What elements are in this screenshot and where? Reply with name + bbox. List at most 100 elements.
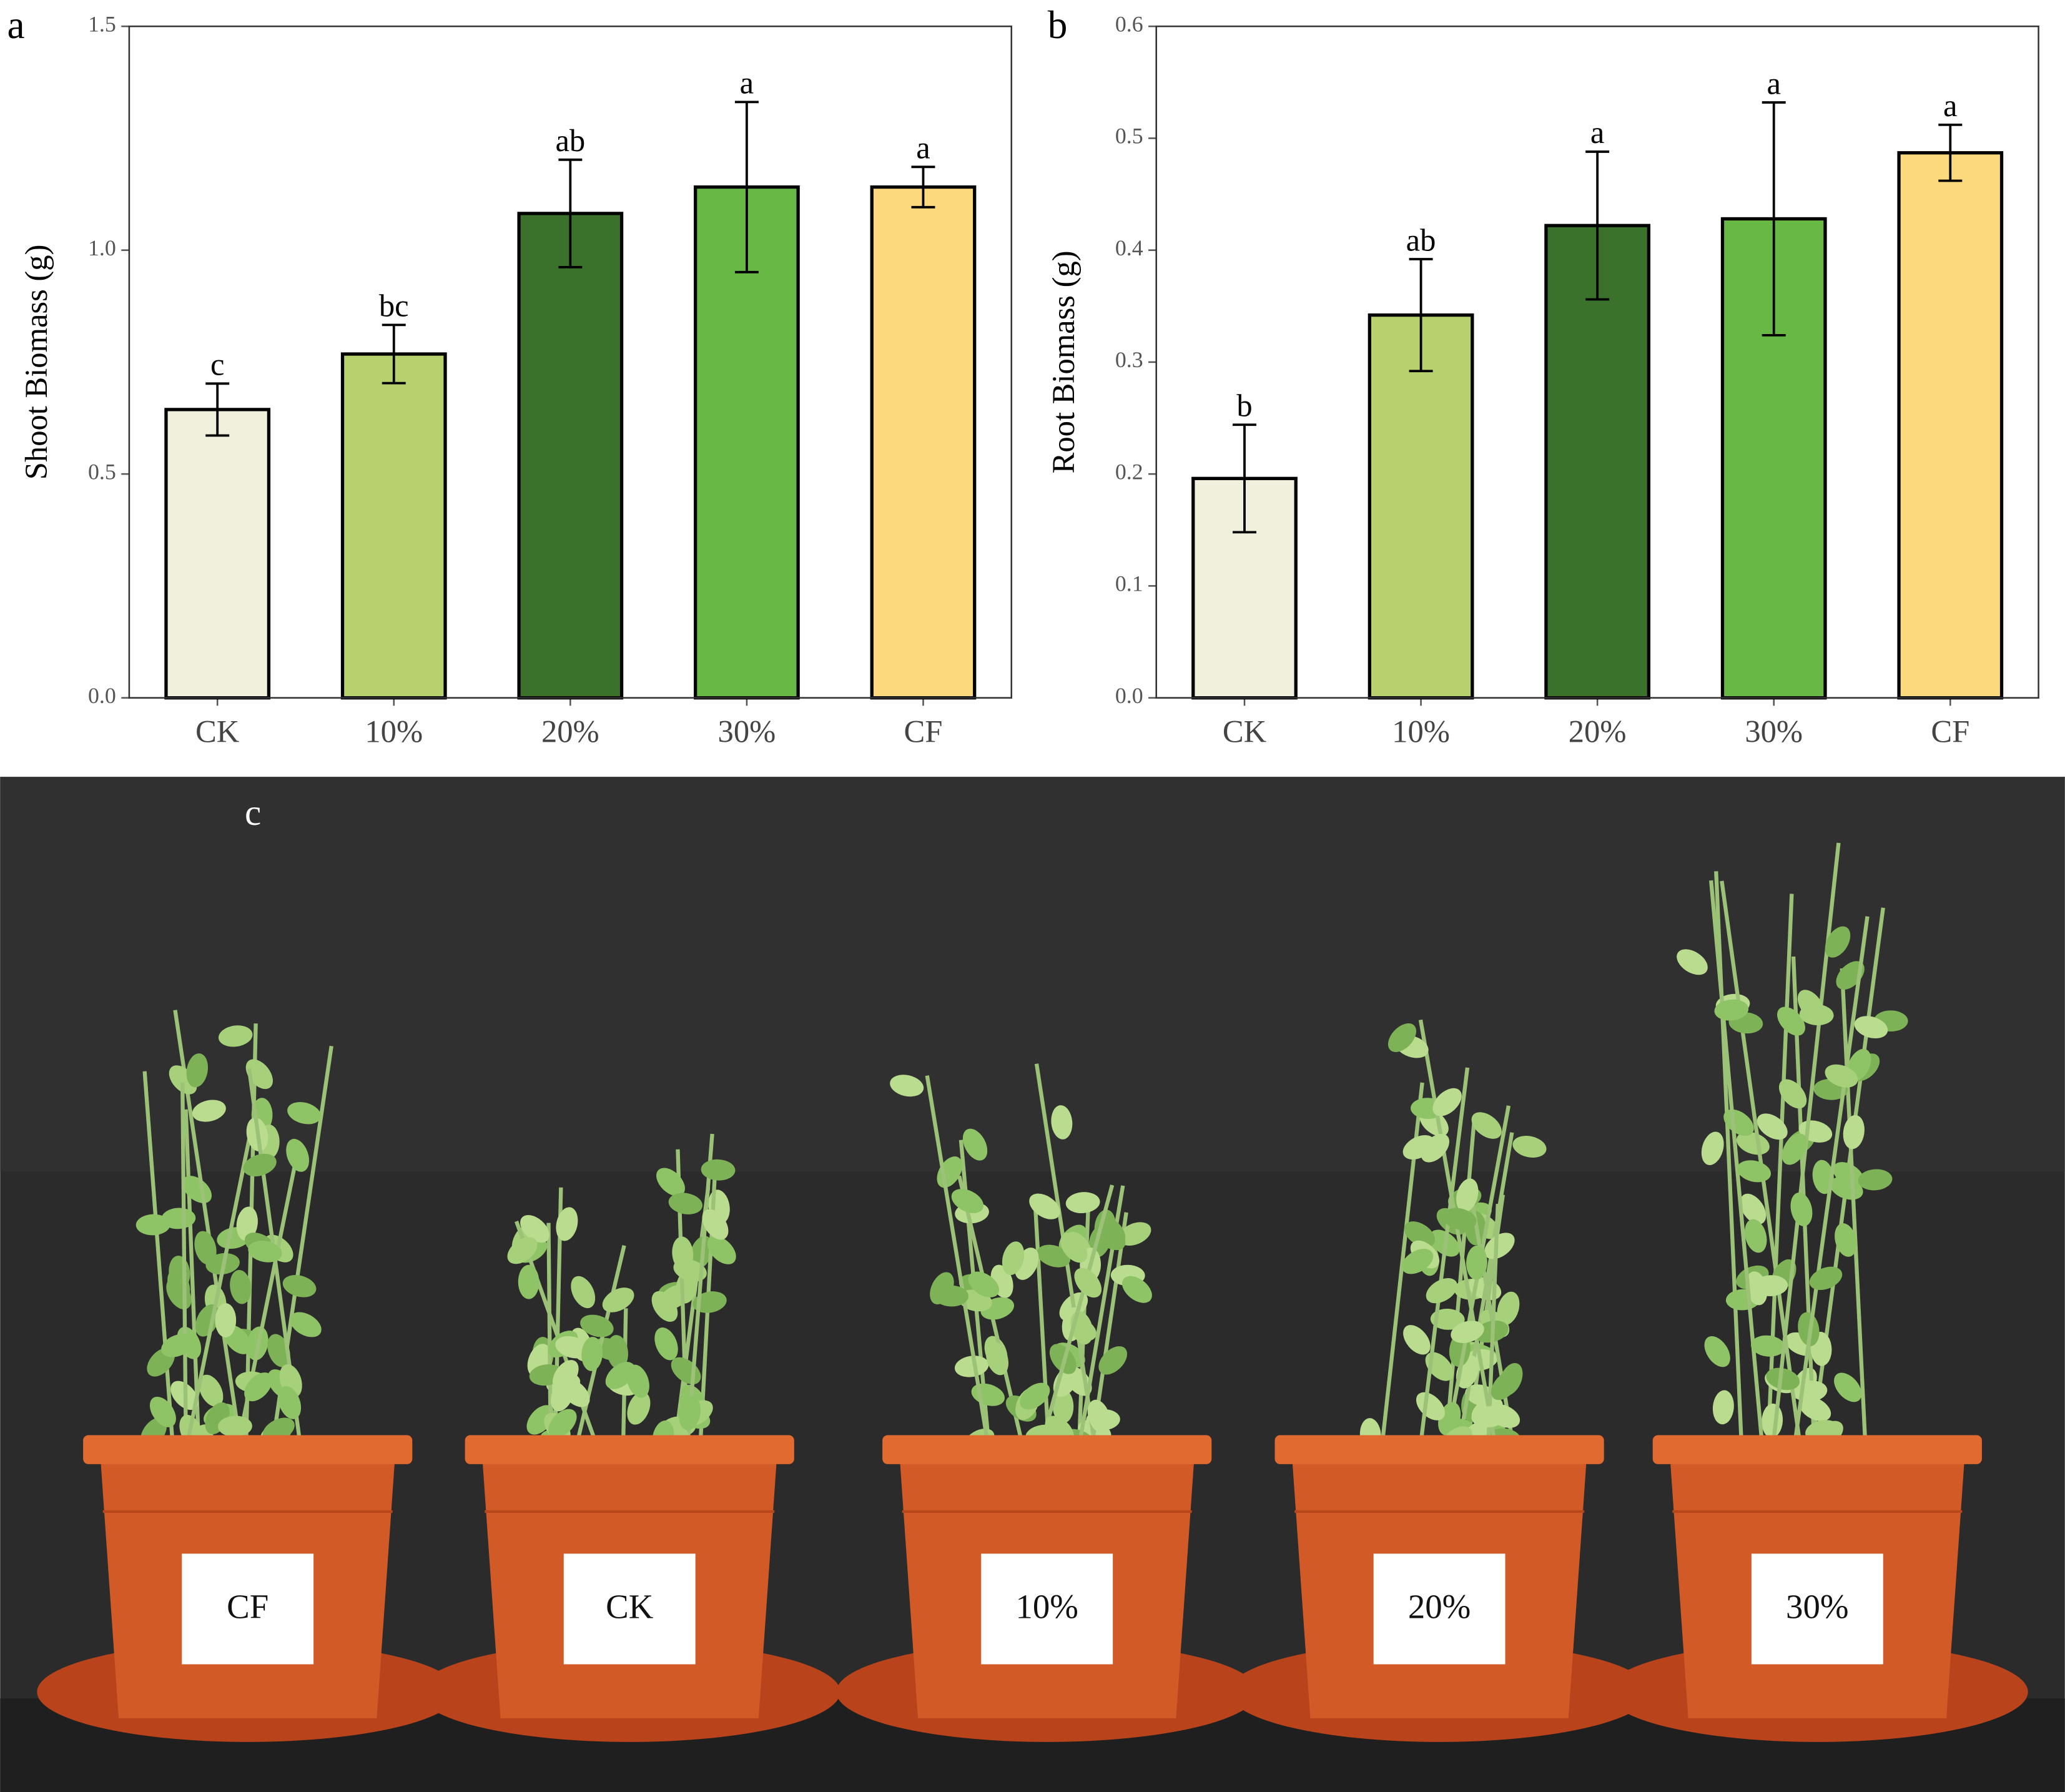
leaf bbox=[1002, 1241, 1025, 1275]
leaf bbox=[968, 1271, 1000, 1297]
pot-rim bbox=[83, 1435, 413, 1464]
leaf bbox=[1843, 1115, 1865, 1150]
y-tick-label: 0.2 bbox=[1115, 459, 1143, 484]
leaf bbox=[1097, 1216, 1126, 1246]
x-tick-label: 30% bbox=[1745, 714, 1803, 749]
plant-stem bbox=[1078, 1185, 1125, 1442]
leaf bbox=[679, 1396, 701, 1430]
plant-stem bbox=[1714, 871, 1743, 1442]
pot-label: CF bbox=[227, 1588, 269, 1626]
leaf bbox=[555, 1336, 589, 1359]
leaf bbox=[1714, 999, 1749, 1021]
significance-label: a bbox=[1590, 115, 1604, 150]
leaf bbox=[1451, 1321, 1484, 1344]
leaf bbox=[1118, 1222, 1151, 1246]
leaf bbox=[136, 1214, 170, 1236]
y-axis-label: Root Biomass (g) bbox=[1046, 250, 1081, 473]
y-tick-label: 0.6 bbox=[1115, 11, 1143, 36]
leaf bbox=[1403, 1325, 1431, 1355]
y-tick-label: 0.5 bbox=[1115, 124, 1143, 149]
leaf bbox=[243, 1153, 277, 1177]
panel-label: a bbox=[7, 3, 25, 47]
leaf bbox=[1745, 1219, 1767, 1253]
pot-rim bbox=[1652, 1435, 1982, 1464]
leaf bbox=[1442, 1208, 1477, 1230]
leaf bbox=[954, 1356, 989, 1377]
leaf bbox=[149, 1396, 176, 1427]
leaf bbox=[194, 1231, 217, 1265]
y-tick-label: 0.4 bbox=[1115, 235, 1143, 260]
plant-stem bbox=[546, 1223, 553, 1442]
error-bar bbox=[1409, 258, 1433, 373]
leaf bbox=[1757, 1113, 1788, 1140]
leaf bbox=[707, 1236, 736, 1264]
leaf bbox=[668, 1193, 703, 1214]
leaf bbox=[1074, 1268, 1102, 1298]
leaf bbox=[656, 1168, 685, 1196]
x-tick-label: CK bbox=[1223, 714, 1267, 749]
y-tick-label: 0.0 bbox=[1115, 683, 1143, 708]
pot-label: 10% bbox=[1015, 1588, 1078, 1626]
leaf bbox=[1466, 1245, 1487, 1280]
leaf bbox=[602, 1287, 634, 1312]
panel-label: b bbox=[1048, 3, 1068, 47]
leaf bbox=[1020, 1382, 1050, 1410]
bar bbox=[1897, 151, 2004, 700]
plant-stem bbox=[1419, 1067, 1470, 1442]
leaf bbox=[215, 1303, 237, 1337]
pot-label: 20% bbox=[1408, 1588, 1471, 1626]
significance-label: b bbox=[1236, 388, 1252, 423]
leaf bbox=[518, 1264, 540, 1299]
leaf bbox=[1809, 1266, 1843, 1290]
plant-stem bbox=[1766, 894, 1794, 1442]
leaf bbox=[548, 1409, 577, 1438]
significance-label: a bbox=[916, 130, 930, 165]
error-bar bbox=[205, 382, 230, 437]
x-tick-label: 10% bbox=[1392, 714, 1450, 749]
plant-stem bbox=[1418, 1019, 1497, 1442]
x-tick-label: CF bbox=[1931, 714, 1969, 749]
plant-stem bbox=[1720, 880, 1802, 1442]
leaf bbox=[1387, 1023, 1417, 1052]
significance-label: c bbox=[210, 347, 224, 382]
leaf bbox=[1778, 1079, 1807, 1109]
x-tick-label: 30% bbox=[718, 714, 776, 749]
significance-label: a bbox=[1767, 66, 1780, 101]
leaf bbox=[1854, 1016, 1888, 1039]
leaf bbox=[1701, 1131, 1724, 1165]
y-tick-label: 1.5 bbox=[88, 11, 116, 36]
leaf bbox=[1750, 1335, 1785, 1357]
plant-stem bbox=[1840, 968, 1868, 1442]
bar bbox=[164, 408, 271, 700]
leaf bbox=[1087, 1399, 1110, 1434]
plot-frame bbox=[128, 25, 1013, 699]
leaf bbox=[1740, 1193, 1767, 1224]
bar bbox=[517, 212, 624, 700]
leaf bbox=[1782, 1133, 1807, 1165]
leaf bbox=[290, 1312, 322, 1337]
y-tick-label: 0.1 bbox=[1115, 571, 1143, 596]
leaf bbox=[218, 1415, 252, 1437]
leaf bbox=[1858, 1169, 1893, 1191]
leaf bbox=[248, 1240, 282, 1263]
error-bar bbox=[382, 323, 406, 385]
leaf bbox=[286, 1138, 310, 1172]
x-tick-label: CF bbox=[904, 714, 943, 749]
plant-stem bbox=[1444, 1121, 1476, 1442]
leaf bbox=[1051, 1105, 1073, 1140]
error-bar bbox=[558, 158, 583, 268]
leaf bbox=[1121, 1276, 1152, 1303]
leaf bbox=[236, 1206, 258, 1241]
leaf bbox=[1753, 1275, 1788, 1297]
leaf bbox=[1402, 1248, 1434, 1274]
leaf bbox=[1736, 1131, 1770, 1155]
leaf bbox=[962, 1128, 988, 1161]
pot-label-card bbox=[1373, 1553, 1506, 1665]
plant-stem bbox=[1040, 1184, 1115, 1442]
leaf bbox=[218, 1025, 253, 1047]
leaf bbox=[1835, 1223, 1857, 1257]
significance-label: bc bbox=[379, 288, 409, 323]
plant-stem bbox=[1033, 1198, 1051, 1442]
leaf bbox=[1456, 1178, 1479, 1213]
leaf bbox=[561, 1379, 590, 1407]
